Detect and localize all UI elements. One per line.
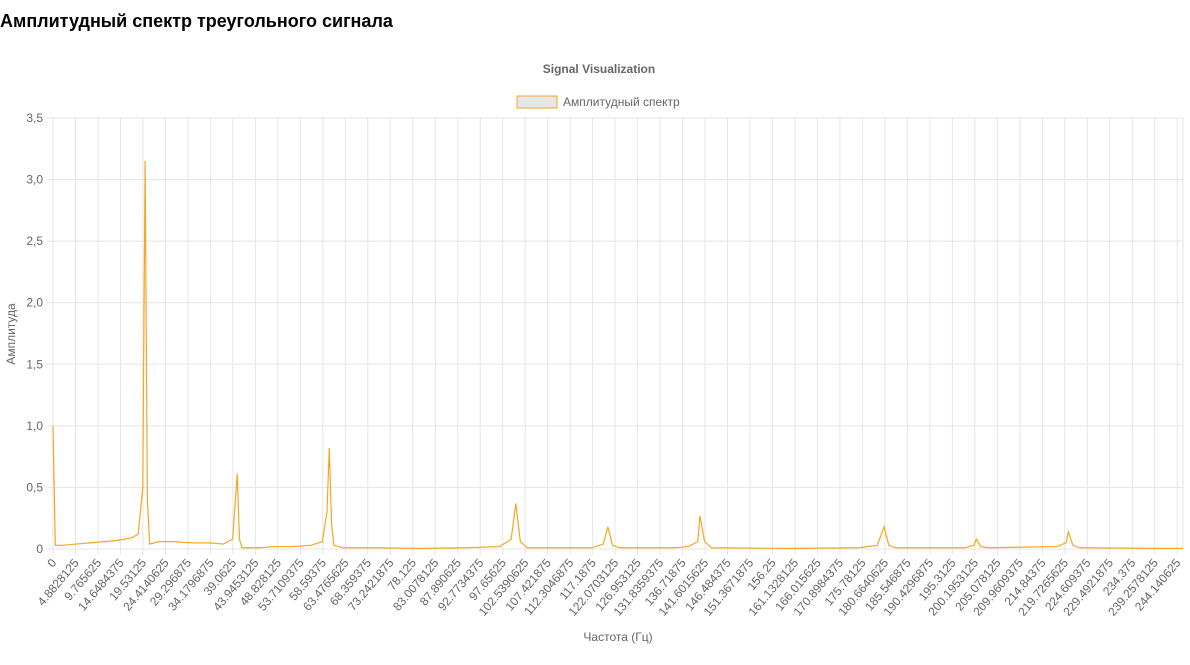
- y-axis-title: Амплитуда: [4, 303, 18, 365]
- legend-label[interactable]: Амплитудный спектр: [563, 95, 680, 109]
- y-tick-label: 0: [36, 542, 43, 556]
- x-axis-title: Частота (Гц): [583, 630, 652, 644]
- y-tick-label: 1,0: [26, 419, 43, 433]
- x-tick-label: 0: [44, 556, 59, 570]
- page-title: Амплитудный спектр треугольного сигнала: [0, 11, 394, 31]
- y-tick-label: 2,0: [26, 296, 43, 310]
- y-tick-label: 0,5: [26, 480, 43, 494]
- legend-swatch[interactable]: [516, 95, 558, 109]
- y-tick-label: 1,5: [26, 357, 43, 371]
- y-tick-label: 3,0: [26, 173, 43, 187]
- chart-title: Signal Visualization: [543, 62, 655, 76]
- y-tick-label: 3,5: [26, 111, 43, 125]
- y-tick-label: 2,5: [26, 234, 43, 248]
- line-series: [52, 161, 1183, 549]
